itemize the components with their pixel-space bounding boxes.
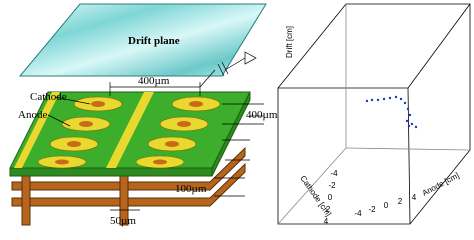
y-tick-label: 4 [324,217,329,226]
width-label: 50µm [110,215,136,227]
y-tick-label: 2 [326,205,331,214]
cathode-strip [106,92,154,168]
dimensions [109,51,264,211]
z-label: Drift [cm] [285,26,294,58]
x-tick-label: 4 [412,193,417,202]
y-tick-label: -2 [328,181,336,190]
x-label: Anode [cm] [421,171,461,198]
pitch-top: 400µm [138,75,170,87]
hits [365,95,418,129]
x-tick-label: 0 [384,201,389,210]
board-side [211,91,251,177]
y-tick-label: -4 [330,169,338,178]
drift-plane [18,3,267,77]
anode-label: Anode [18,109,47,121]
x-tick-label: 2 [398,197,403,206]
pitch-side: 400µm [246,109,278,121]
x-tick-label: -4 [354,209,362,218]
cathode-strip [14,92,60,168]
drift-label: Drift plane [128,35,180,47]
layer [11,162,246,207]
track-plot: Drift [cm] Cathode [cm] Anode [cm] -4 -2 0… [277,3,471,226]
anode-centers [55,101,203,165]
cathode-label: Cathode [30,91,67,103]
x-tick-label: -2 [368,205,376,214]
detector-diagram: Drift plane [9,3,278,227]
figure: Drift plane [9,3,471,227]
layer [11,146,246,191]
board-edge [9,167,213,177]
pillar [21,169,31,226]
y-tick-label: 0 [328,193,333,202]
gap-label: 100µm [175,183,207,195]
